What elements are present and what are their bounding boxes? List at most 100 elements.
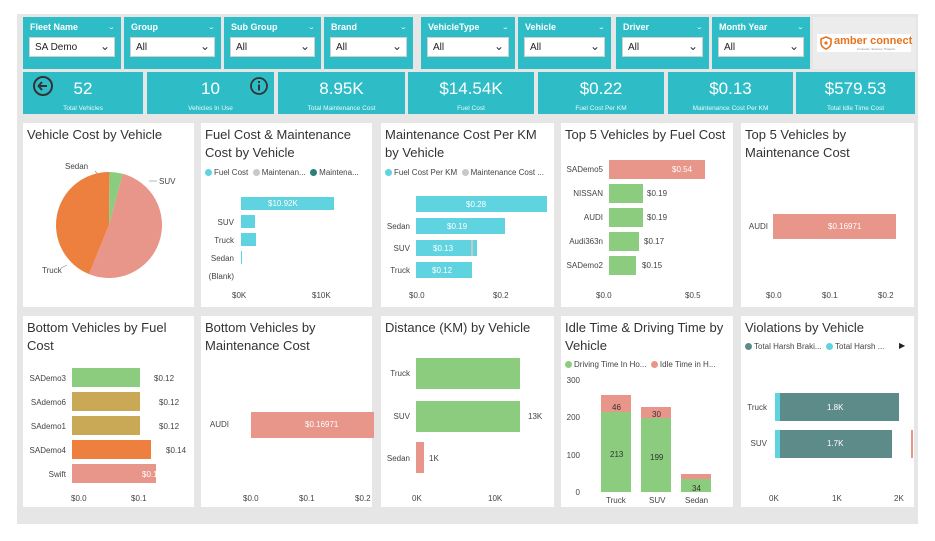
fleet-name-select[interactable]: SA Demo ⌄ <box>29 37 115 57</box>
bar-sedan-idle[interactable] <box>681 474 711 480</box>
bar-suv[interactable] <box>241 215 256 228</box>
bar-truck-acceleration[interactable] <box>780 393 900 421</box>
legend-item[interactable]: Idle Time in H... <box>650 360 716 369</box>
category-label: SADemo5 <box>566 165 603 174</box>
bar-suv-idle[interactable] <box>641 406 671 418</box>
legend-label: Total Harsh Braki... <box>754 342 822 351</box>
bar-fuel-cost[interactable] <box>241 197 334 210</box>
data-label: $0.17 <box>644 237 665 246</box>
bar-suv-other[interactable] <box>911 430 913 458</box>
bar-audi[interactable] <box>773 214 897 239</box>
filter-brand[interactable]: Brand ⌄ All ⌄ <box>324 17 413 69</box>
legend-item[interactable]: Maintenance Cost ... <box>461 168 544 177</box>
bar-sademo2[interactable] <box>609 256 636 275</box>
legend-dot <box>205 169 212 176</box>
legend-item[interactable]: Fuel Cost Per KM <box>385 168 457 177</box>
legend-item[interactable]: Maintena... <box>310 168 359 177</box>
legend-label: Maintenance Cost ... <box>470 168 544 177</box>
data-label: 34 <box>692 484 701 493</box>
bar-sedan[interactable] <box>416 442 424 473</box>
kpi-vehicles-in-use: 10 Vehicles In Use <box>147 72 274 114</box>
bar-truck-idle[interactable] <box>601 395 631 413</box>
bar-suv[interactable] <box>416 240 477 256</box>
bar-audi363n[interactable] <box>609 232 640 251</box>
legend-item[interactable]: Total Harsh Braki... <box>745 342 822 351</box>
category-label: AUDI <box>209 420 229 429</box>
bar-suv[interactable] <box>416 401 520 432</box>
bar-sedan[interactable] <box>416 218 505 234</box>
bar-audi[interactable] <box>251 412 375 438</box>
category-label: Truck <box>214 236 234 245</box>
filter-sub-group[interactable]: Sub Group ⌄ All ⌄ <box>224 17 321 69</box>
pie-slice-truck[interactable] <box>55 172 110 275</box>
group-select[interactable]: All ⌄ <box>130 37 215 57</box>
info-icon[interactable] <box>249 76 269 96</box>
vehicle-type-select[interactable]: All ⌄ <box>427 37 509 57</box>
kpi-label: Total Idle Time Cost <box>826 105 885 112</box>
filter-vehicle-type[interactable]: VehicleType ⌄ All ⌄ <box>421 17 515 69</box>
kpi-label: Total Maintenance Cost <box>307 105 376 112</box>
bar-audi[interactable] <box>609 208 643 227</box>
data-label: 13K <box>528 412 543 421</box>
bar-sademo5[interactable] <box>609 160 706 179</box>
panel-vehicle-cost: Vehicle Cost by Vehicle Sedan SUV Truck <box>23 123 194 307</box>
dropdown-arrow-icon: ⌄ <box>589 39 600 53</box>
bar-swift[interactable] <box>72 464 157 483</box>
back-arrow-icon[interactable] <box>32 75 54 97</box>
legend-dot <box>252 169 260 176</box>
legend-next-icon[interactable]: ▶ <box>899 341 906 350</box>
bar-truck-driving[interactable] <box>601 412 631 492</box>
filter-label: Fleet Name <box>30 22 79 32</box>
x-tick: 10K <box>488 494 503 503</box>
bar-nissan[interactable] <box>609 184 643 203</box>
legend-item[interactable]: Driving Time In Ho... <box>565 360 646 369</box>
bar-sademo4[interactable] <box>72 440 151 459</box>
data-label: 1K <box>429 454 439 463</box>
filter-driver[interactable]: Driver ⌄ All ⌄ <box>616 17 709 69</box>
vehicle-select[interactable]: All ⌄ <box>524 37 605 57</box>
kpi-label: Maintenance Cost Per KM <box>692 105 769 112</box>
dropdown-arrow-icon: ⌄ <box>99 39 110 53</box>
month-year-select[interactable]: All ⌄ <box>718 37 804 57</box>
filter-fleet-name[interactable]: Fleet Name ⌄ SA Demo ⌄ <box>23 17 121 69</box>
bar-suv-maintenance[interactable] <box>471 240 473 256</box>
legend-item[interactable]: Total Harsh ... <box>826 342 884 351</box>
bar-truck[interactable] <box>416 358 520 389</box>
bar-suv-braking[interactable] <box>775 430 781 458</box>
legend-item[interactable]: Fuel Cost <box>205 168 248 177</box>
panel-title: Maintenance Cost Per KM by Vehicle <box>385 127 537 160</box>
bar-sademo6[interactable] <box>72 392 140 411</box>
legend-dot <box>310 169 318 176</box>
bar-suv-acceleration[interactable] <box>780 430 893 458</box>
brand-select[interactable]: All ⌄ <box>330 37 407 57</box>
kpi-value: $579.53 <box>824 79 887 98</box>
driver-select[interactable]: All ⌄ <box>622 37 703 57</box>
filter-month-year[interactable]: Month Year ⌄ All ⌄ <box>712 17 810 69</box>
pie-slice-sedan[interactable] <box>109 172 123 225</box>
bar-truck-braking[interactable] <box>775 393 781 421</box>
bar-sademo1[interactable] <box>72 416 140 435</box>
select-value: All <box>236 42 248 53</box>
data-label: 13K <box>521 370 536 379</box>
pie-slice-suv[interactable] <box>89 173 162 278</box>
bar-sedan[interactable] <box>241 251 243 264</box>
pie-label-truck: Truck <box>42 266 62 275</box>
kpi-total-vehicles: 52 Total Vehicles <box>23 72 143 114</box>
chevron-down-icon: ⌄ <box>207 23 215 31</box>
bar-truck[interactable] <box>241 233 257 246</box>
x-tick: $0.0 <box>243 494 259 503</box>
bar-sademo3[interactable] <box>72 368 140 387</box>
filter-group[interactable]: Group ⌄ All ⌄ <box>124 17 221 69</box>
data-label: $10.92K <box>268 199 298 208</box>
kpi-total-idle-time-cost: $579.53 Total Idle Time Cost <box>796 72 915 114</box>
filter-vehicle[interactable]: Vehicle ⌄ All ⌄ <box>518 17 611 69</box>
logo-tagline: Connects. Secures. Protects. <box>857 47 896 51</box>
sub-group-select[interactable]: All ⌄ <box>230 37 315 57</box>
bar-sedan-driving[interactable] <box>681 479 711 492</box>
bar-truck[interactable] <box>416 262 472 278</box>
bar-suv-driving[interactable] <box>641 417 671 492</box>
category-label: Truck <box>606 496 626 505</box>
legend-item[interactable]: Maintenan... <box>252 168 306 177</box>
pie-chart[interactable] <box>23 123 194 307</box>
bar-fuel-cost-per-km[interactable] <box>416 196 547 212</box>
